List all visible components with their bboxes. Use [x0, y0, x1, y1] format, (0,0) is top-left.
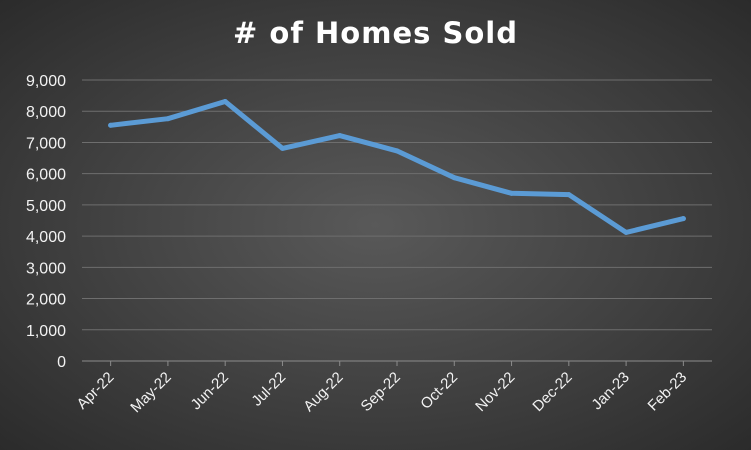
data-point [451, 175, 457, 181]
x-tick-label: Jan-23 [588, 369, 632, 413]
y-tick-label: 9,000 [26, 73, 66, 90]
x-tick-label: Feb-23 [645, 369, 691, 415]
series-line-0 [108, 99, 686, 235]
x-tick-label: Dec-22 [529, 369, 575, 415]
x-tick-label: May-22 [127, 369, 174, 416]
data-point [394, 148, 400, 154]
y-tick-label: 1,000 [26, 323, 66, 340]
data-point [165, 116, 171, 122]
y-tick-label: 5,000 [26, 198, 66, 215]
y-tick-label: 4,000 [26, 229, 66, 246]
x-tick-label: Apr-22 [74, 369, 118, 413]
x-tick-label: Jun-22 [188, 369, 232, 413]
data-point [623, 229, 629, 235]
y-tick-label: 0 [57, 354, 66, 371]
y-tick-label: 8,000 [26, 104, 66, 121]
x-tick-label: Aug-22 [300, 369, 346, 415]
x-tick-label: Nov-22 [472, 369, 518, 415]
data-point [279, 145, 285, 151]
y-tick-label: 6,000 [26, 167, 66, 184]
data-point [509, 190, 515, 196]
x-tick-label: Sep-22 [358, 369, 404, 415]
data-point [680, 216, 686, 222]
data-point [566, 192, 572, 198]
x-tick-label: Oct-22 [417, 369, 461, 413]
data-point [222, 99, 228, 105]
y-tick-label: 7,000 [26, 135, 66, 152]
data-point [108, 122, 114, 128]
x-tick-label: Jul-22 [248, 369, 289, 410]
chart-title: # of Homes Sold [233, 16, 518, 50]
data-point [337, 133, 343, 139]
y-tick-label: 2,000 [26, 292, 66, 309]
y-tick-label: 3,000 [26, 260, 66, 277]
